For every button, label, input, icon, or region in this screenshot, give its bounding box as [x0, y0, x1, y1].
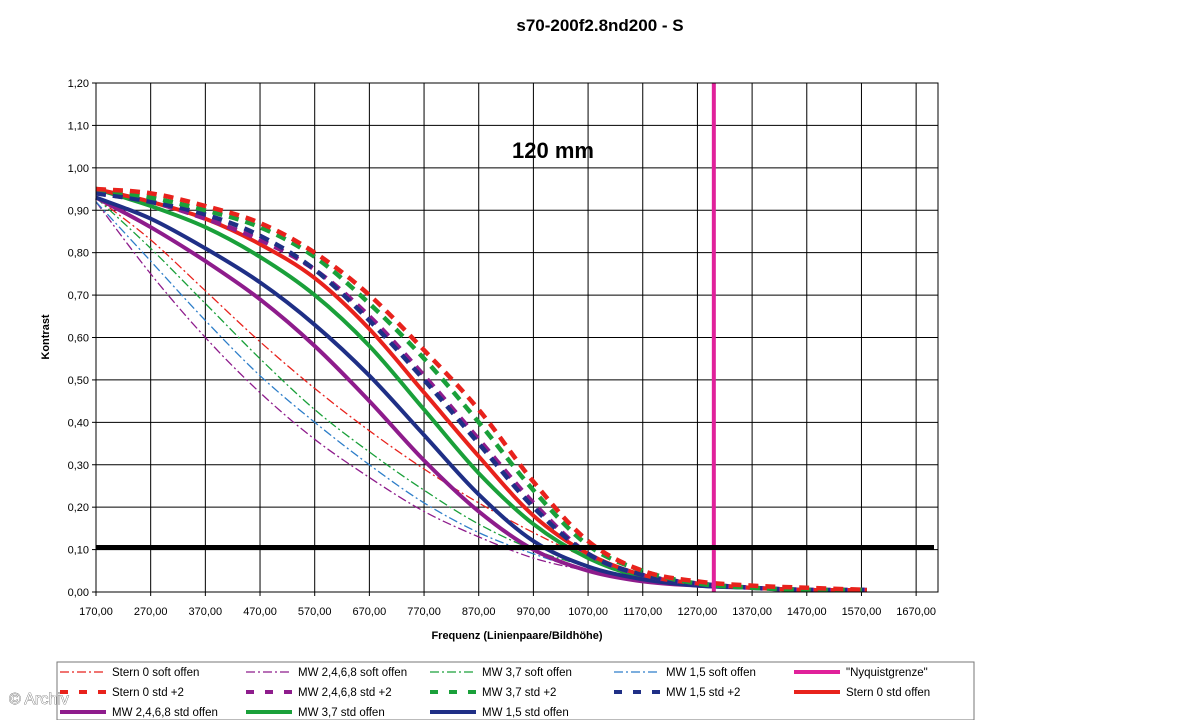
- y-tick-label: 0,00: [68, 587, 89, 599]
- legend-label-stern-0-std-offen: Stern 0 std offen: [846, 687, 930, 699]
- series-line-mw-3-7-std-offen: [95, 187, 867, 593]
- y-tick-labels: 0,00 0,10 0,20 0,30 0,40 0,50 0,60 0,70 0,80 0,90…: [68, 78, 89, 599]
- x-tick-label: 670,00: [353, 606, 387, 618]
- legend-label-mw-1-5-std-2: MW 1,5 std +2: [666, 687, 740, 699]
- chart-title: s70-200f2.8nd200 - S: [516, 16, 683, 35]
- x-tick-label: 1570,00: [842, 606, 882, 618]
- x-tick-label: 1170,00: [623, 606, 662, 618]
- legend-label-stern-0-std-2: Stern 0 std +2: [112, 687, 184, 699]
- legend-label-mw-3-7-std-offen: MW 3,7 std offen: [298, 707, 385, 719]
- x-axis-label: Frequenz (Linienpaare/Bildhöhe): [431, 630, 602, 642]
- legend-label-mw-2-4-6-8-std-offen: MW 2,4,6,8 std offen: [112, 707, 218, 719]
- x-tick-label: 270,00: [134, 606, 168, 618]
- legend-label-mw-2-4-6-8-soft-offen: MW 2,4,6,8 soft offen: [298, 667, 407, 679]
- y-tick-label: 1,20: [68, 78, 89, 90]
- x-tick-label: 1470,00: [787, 606, 827, 618]
- series-line-mw-1-5-std-2: [95, 191, 867, 593]
- series-line-stern-0-std-2: [95, 186, 867, 593]
- legend-label-mw-2-4-6-8-std-2: MW 2,4,6,8 std +2: [298, 687, 392, 699]
- y-tick-label: 0,70: [68, 290, 89, 302]
- x-tick-label: 370,00: [189, 606, 223, 618]
- y-tick-label: 0,50: [68, 375, 89, 387]
- series-line-mw-3-7-std-2: [95, 186, 867, 593]
- y-tick-label: 0,80: [68, 248, 89, 260]
- y-tick-label: 0,60: [68, 333, 89, 345]
- series-line-mw-1-5-std-offen: [95, 195, 867, 593]
- watermark: © Archiv: [9, 691, 69, 708]
- legend-label-mw-3-7-soft-offen: MW 3,7 soft offen: [482, 667, 572, 679]
- series-lines: [95, 83, 867, 593]
- y-tick-label: 0,20: [68, 502, 89, 514]
- legend-label-mw-1-5-soft-offen: MW 1,5 soft offen: [666, 667, 756, 679]
- focal-length-annotation: 120 mm: [512, 138, 594, 163]
- x-tick-labels: 170,00 270,00 370,00 470,00 570,00 670,00 770,…: [79, 606, 936, 618]
- x-tick-label: 770,00: [407, 606, 441, 618]
- y-tick-label: 0,30: [68, 460, 89, 472]
- y-axis-label: Kontrast: [40, 314, 52, 360]
- series-line-stern-0-soft-offen: [95, 196, 867, 591]
- legend-label-mw-3-7-std-2: MW 3,7 std +2: [482, 687, 556, 699]
- x-tick-label: 170,00: [79, 606, 113, 618]
- x-tick-label: 870,00: [462, 606, 496, 618]
- series-line-mw-2-4-6-8-std-offen: [95, 195, 867, 593]
- series-line-mw-2-4-6-8-soft-offen: [95, 201, 867, 591]
- series-line-mw-3-7-soft-offen: [95, 197, 867, 591]
- series-line-stern-0-std-offen: [95, 187, 867, 593]
- series-line-mw-1-5-soft-offen: [95, 201, 867, 591]
- x-tick-label: 1070,00: [568, 606, 608, 618]
- x-tick-label: 1370,00: [732, 606, 772, 618]
- y-tick-label: 0,90: [68, 205, 89, 217]
- x-tick-label: 1270,00: [678, 606, 718, 618]
- y-tick-label: 1,10: [68, 120, 89, 132]
- y-tick-label: 0,40: [68, 417, 89, 429]
- legend-label-mw-1-5-std-offen: MW 1,5 std offen: [482, 707, 569, 719]
- series-line-mw-2-4-6-8-std-2: [95, 191, 867, 593]
- y-tick-label: 0,10: [68, 545, 89, 557]
- legend-label-nyquistgrenze: "Nyquistgrenze": [846, 667, 928, 679]
- legend-label-stern-0-soft-offen: Stern 0 soft offen: [112, 667, 199, 679]
- legend: Stern 0 soft offen MW 2,4,6,8 soft offen M…: [60, 667, 930, 719]
- x-tick-label: 470,00: [243, 606, 277, 618]
- x-tick-label: 1670,00: [896, 606, 936, 618]
- y-tick-label: 1,00: [68, 163, 89, 175]
- plot-frame: [95, 82, 939, 593]
- x-tick-label: 570,00: [298, 606, 332, 618]
- x-tick-label: 970,00: [517, 606, 551, 618]
